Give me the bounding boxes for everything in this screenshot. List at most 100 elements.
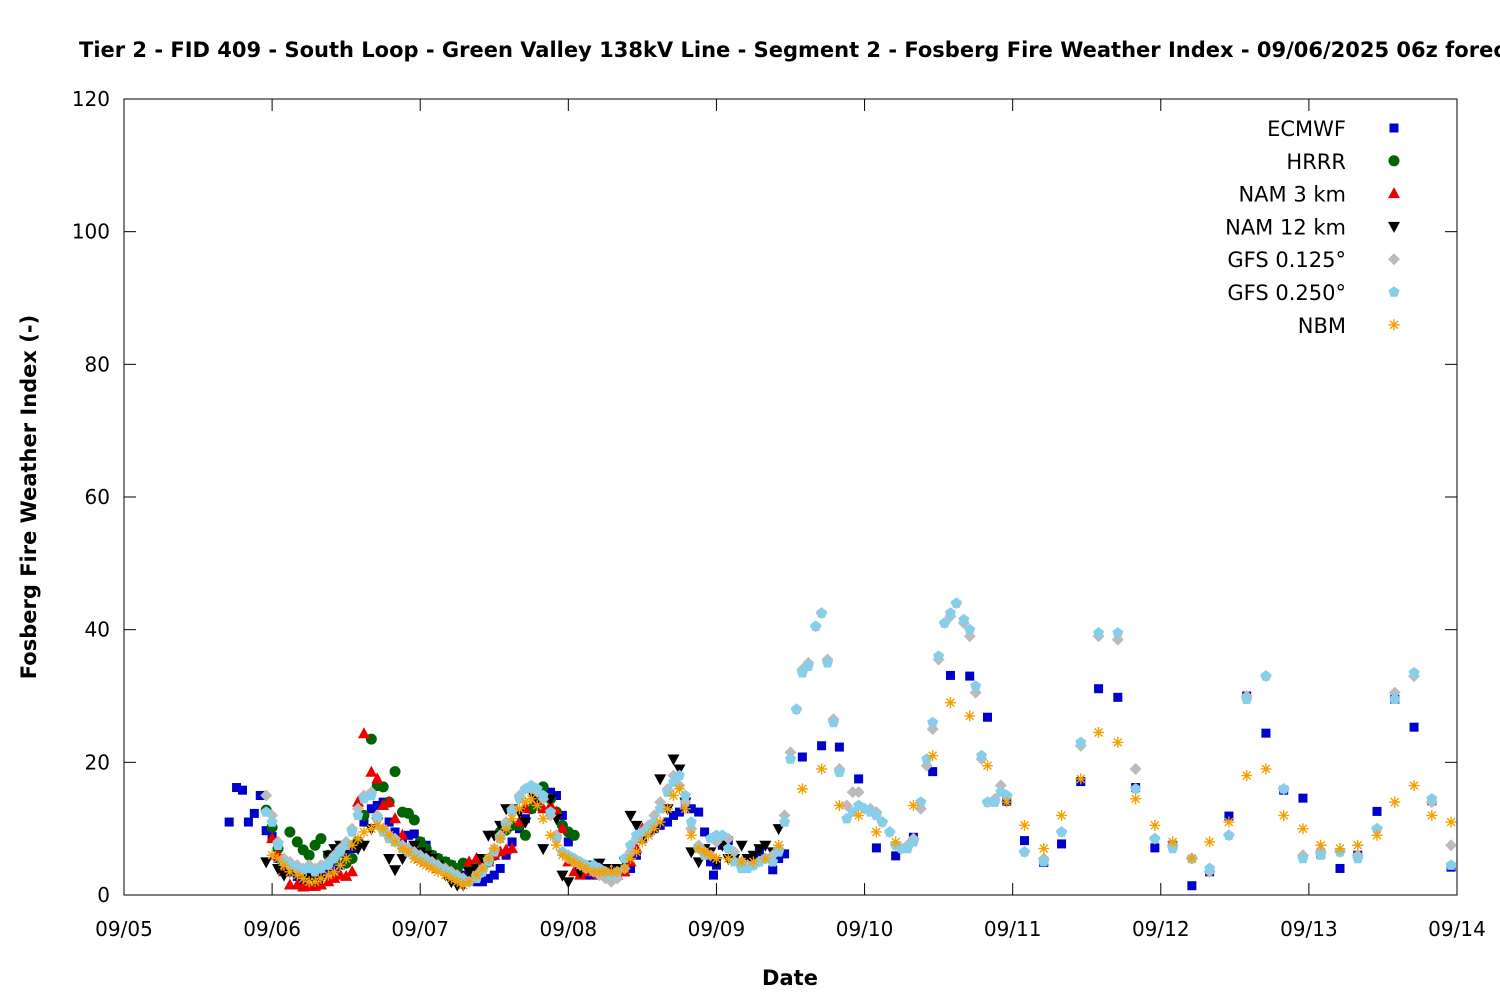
point-nbm [352,833,364,845]
point-gfs-0-250 [260,806,272,817]
point-nbm [1112,736,1124,748]
point-gfs-0-250 [531,783,543,794]
point-gfs-0-250 [779,816,791,827]
legend: ECMWF HRRR NAM 3 km NAM 12 km GFS 0.125° GFS … [1225,117,1400,338]
point-ecmwf [674,807,684,817]
point-ecmwf [780,849,790,859]
point-nbm [371,819,383,831]
point-ecmwf [965,671,975,681]
point-nbm [550,839,562,851]
point-gfs-0-250 [272,839,284,850]
point-nbm [519,796,531,808]
point-nbm [722,853,734,865]
point-gfs-0-250 [915,796,927,807]
point-gfs-0-125 [352,802,365,815]
point-nbm [693,843,705,855]
point-nbm [1093,726,1105,738]
point-nbm [383,829,395,841]
point-nam-3-km [365,765,378,777]
legend-marker-nam-3-km [1388,187,1400,199]
point-ecmwf [854,774,864,784]
point-gfs-0-250 [654,802,666,814]
point-nam-3-km [377,798,390,810]
point-gfs-0-250 [1426,793,1438,804]
legend-label: HRRR [1286,150,1346,174]
point-gfs-0-250 [673,769,685,781]
point-gfs-0-250 [950,597,962,608]
point-nbm [1352,839,1364,851]
point-nbm [1297,823,1309,835]
point-gfs-0-250 [1149,832,1161,844]
point-ecmwf [249,808,259,818]
point-gfs-0-250 [933,650,945,661]
point-gfs-0-250 [1389,693,1401,705]
point-nbm [562,853,574,865]
point-nbm [981,760,993,772]
point-ecmwf [663,817,673,827]
point-nbm [1426,809,1438,821]
point-gfs-0-250 [802,660,814,671]
point-nbm [619,862,631,874]
point-nbm [1371,829,1383,841]
x-tick-label: 09/14 [1428,917,1486,941]
point-ecmwf [1335,863,1345,873]
point-nbm [358,826,370,838]
point-gfs-0-250 [822,657,834,668]
point-ecmwf [232,783,242,793]
x-axis-label: Date [762,966,818,990]
point-gfs-0-250 [1130,783,1142,794]
point-nbm [291,869,303,881]
point-gfs-0-250 [365,789,377,801]
point-gfs-0-250 [884,826,896,837]
point-nam-12-km [747,850,760,862]
point-nbm [588,866,600,878]
point-nbm [1056,809,1068,821]
point-nbm [736,856,748,868]
y-tick-label: 120 [72,87,110,111]
point-nbm [420,859,432,871]
point-nbm [545,829,557,841]
point-nbm [574,859,586,871]
point-ecmwf [1187,881,1197,891]
point-nam-12-km [759,840,772,852]
point-nbm [284,866,296,878]
point-nam-12-km [753,844,766,856]
point-ecmwf [945,670,955,680]
point-nam-3-km [328,871,341,883]
point-nam-12-km [537,844,550,856]
point-gfs-0-250 [927,716,939,728]
legend-item-hrrr: HRRR [1286,150,1400,174]
point-gfs-0-250 [970,680,982,691]
legend-marker-nam-12-km [1388,221,1400,233]
point-nbm [1408,780,1420,792]
x-tick-label: 09/12 [1132,917,1190,941]
point-ecmwf [928,767,938,777]
point-nbm [580,862,592,874]
point-nbm [630,846,642,858]
point-nbm [426,862,438,874]
point-nam-12-km [389,865,402,877]
point-nam-12-km [556,870,569,882]
point-gfs-0-250 [810,620,822,632]
point-gfs-0-125 [1445,839,1458,852]
point-nbm [328,866,340,878]
point-gfs-0-250 [1038,856,1050,867]
point-ecmwf [834,742,844,752]
point-hrrr [408,814,420,826]
point-nam-3-km [513,815,526,827]
point-ecmwf [871,843,881,853]
point-gfs-0-125 [654,796,667,809]
point-gfs-0-250 [1093,627,1105,638]
point-nbm [500,823,512,835]
point-nbm [636,836,648,848]
point-nbm [1019,819,1031,831]
point-ecmwf [409,829,419,839]
axes: 0 20 40 60 80 100 120 09/05 09/06 09/07 09/08 09/09… [72,87,1486,941]
point-nam-3-km [506,842,519,854]
point-nbm [853,809,865,821]
point-nam-3-km [463,855,476,867]
point-ecmwf [359,817,369,827]
point-nbm [537,813,549,825]
point-nbm [625,853,637,865]
point-nam-3-km [346,865,359,877]
